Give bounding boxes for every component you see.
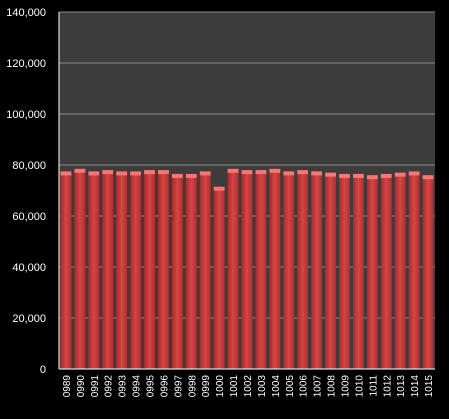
x-tick-label: 0998 <box>187 375 198 398</box>
bar <box>283 171 295 369</box>
y-tick-label: 0 <box>40 364 46 376</box>
bar <box>339 173 350 369</box>
x-tick-label: 1010 <box>354 375 365 398</box>
bar <box>144 170 155 369</box>
bar <box>325 172 336 369</box>
bar <box>88 171 100 369</box>
bar <box>311 171 323 369</box>
x-tick-label: 0991 <box>90 375 101 398</box>
bar <box>74 168 86 369</box>
y-tick-label: 120,000 <box>6 58 46 70</box>
bar <box>185 173 197 369</box>
bar <box>269 168 281 369</box>
x-tick-label: 1008 <box>327 375 338 398</box>
x-tick-label: 1014 <box>410 375 421 398</box>
bar <box>422 175 434 369</box>
bars <box>60 168 434 369</box>
x-tick-label: 1001 <box>229 375 240 398</box>
x-axis-tick-labels: 0989 0990 0991 0992 0993 0994 0995 0996 0997 0998… <box>62 375 435 398</box>
y-axis-tick-labels: 0 20,000 40,000 60,000 80,000 100,000 120,000 1… <box>6 7 46 376</box>
bar <box>60 171 72 369</box>
x-tick-label: 1015 <box>424 375 435 398</box>
y-tick-label: 140,000 <box>6 7 46 19</box>
bar <box>116 171 128 369</box>
y-tick-label: 80,000 <box>12 160 46 172</box>
x-tick-label: 1013 <box>396 375 407 398</box>
bar <box>394 172 406 369</box>
axes <box>58 12 435 370</box>
bar <box>408 171 420 369</box>
bar <box>352 173 364 369</box>
bar <box>380 173 392 369</box>
y-tick-label: 60,000 <box>12 211 46 223</box>
x-tick-label: 1011 <box>368 375 379 397</box>
x-tick-label: 0989 <box>62 375 73 398</box>
bar <box>102 170 114 369</box>
x-tick-label: 0992 <box>104 375 115 398</box>
x-tick-label: 0990 <box>76 375 87 398</box>
bar <box>130 171 142 369</box>
x-tick-label: 0996 <box>159 375 170 398</box>
x-tick-label: 1004 <box>271 375 282 398</box>
bar <box>297 170 309 369</box>
x-tick-label: 0993 <box>118 375 129 398</box>
bar <box>227 168 239 369</box>
x-tick-label: 1002 <box>243 375 254 398</box>
bar <box>241 170 253 369</box>
bar <box>366 175 378 369</box>
y-tick-label: 40,000 <box>12 262 46 274</box>
y-tick-label: 20,000 <box>12 313 46 325</box>
y-tick-label: 100,000 <box>6 109 46 121</box>
bar <box>255 170 267 369</box>
x-tick-label: 1012 <box>382 375 393 398</box>
x-tick-label: 0997 <box>173 375 184 398</box>
x-tick-label: 1000 <box>215 375 226 398</box>
bar <box>158 170 169 369</box>
bar <box>213 186 225 369</box>
x-tick-label: 1007 <box>313 375 324 398</box>
x-tick-label: 0994 <box>132 375 143 398</box>
x-tick-label: 0995 <box>146 375 157 398</box>
bar <box>199 171 211 369</box>
x-tick-label: 1009 <box>340 375 351 398</box>
x-tick-label: 0999 <box>201 375 212 398</box>
x-tick-label: 1003 <box>257 375 268 398</box>
x-tick-label: 1006 <box>299 375 310 398</box>
bar <box>171 173 183 369</box>
x-tick-label: 1005 <box>285 375 296 398</box>
